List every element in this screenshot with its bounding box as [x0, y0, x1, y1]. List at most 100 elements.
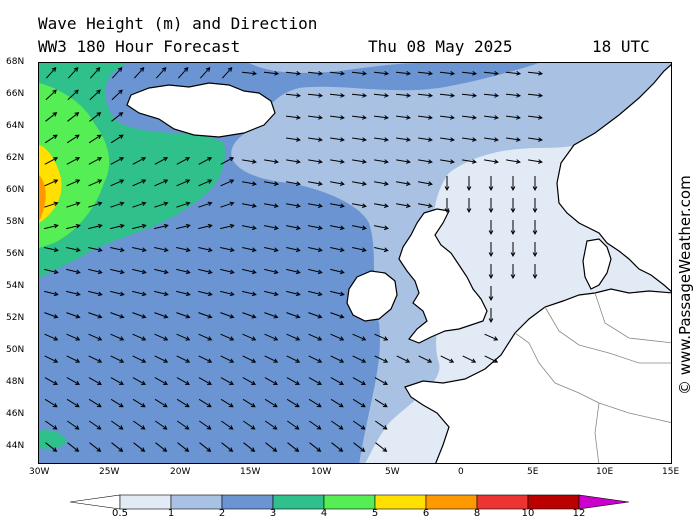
direction-arrow	[110, 290, 125, 297]
direction-arrow	[220, 312, 235, 319]
direction-arrow	[110, 268, 125, 275]
direction-arrow	[286, 377, 300, 385]
direction-arrow	[462, 115, 477, 120]
lat-label: 52N	[6, 313, 25, 323]
direction-arrow	[243, 442, 256, 452]
direction-arrow	[220, 179, 235, 187]
direction-arrow	[154, 377, 168, 385]
direction-arrow	[241, 70, 258, 76]
direction-arrow	[466, 176, 472, 192]
lat-label: 60N	[6, 185, 25, 195]
direction-arrow	[264, 355, 279, 363]
direction-arrow	[488, 176, 494, 192]
direction-arrow	[45, 442, 58, 452]
direction-arrow	[44, 134, 58, 144]
direction-arrow	[132, 290, 147, 297]
direction-arrow	[330, 115, 345, 120]
direction-arrow	[199, 67, 211, 79]
direction-arrow	[461, 70, 478, 76]
forecast-date: Thu 08 May 2025	[368, 37, 513, 56]
direction-arrow	[176, 247, 191, 253]
direction-arrow	[510, 264, 516, 280]
lat-label: 44N	[6, 441, 25, 451]
direction-arrow	[154, 290, 169, 297]
direction-arrow	[242, 225, 257, 231]
direction-arrow	[199, 420, 212, 430]
direction-arrow	[484, 159, 499, 164]
direction-arrow	[396, 137, 411, 142]
direction-arrow	[44, 247, 59, 253]
direction-arrow	[264, 312, 279, 319]
direction-arrow	[353, 420, 366, 430]
direction-arrow	[198, 377, 212, 385]
direction-arrow	[286, 159, 301, 164]
direction-arrow	[374, 203, 389, 208]
direction-arrow	[488, 286, 494, 302]
direction-arrow	[154, 312, 169, 319]
lat-label: 66N	[6, 89, 25, 99]
direction-arrow	[89, 420, 102, 430]
direction-arrow	[132, 268, 147, 275]
direction-arrow	[265, 442, 278, 452]
direction-arrow	[286, 355, 301, 363]
direction-arrow	[220, 333, 235, 341]
wave-band-2m-north	[249, 63, 419, 73]
direction-arrow	[133, 442, 146, 452]
direction-arrow	[374, 115, 389, 120]
direction-arrow	[154, 268, 169, 275]
direction-arrow	[66, 179, 81, 187]
direction-arrow	[44, 201, 59, 208]
direction-arrow	[264, 247, 279, 253]
direction-arrow	[111, 67, 123, 79]
direction-arrow	[111, 112, 124, 122]
legend-cell	[323, 494, 376, 510]
direction-arrow	[506, 115, 521, 120]
direction-arrow	[488, 198, 494, 214]
direction-arrow	[330, 268, 345, 275]
direction-arrow	[483, 70, 500, 76]
direction-arrow	[396, 159, 411, 164]
direction-arrow	[308, 290, 323, 297]
direction-arrow	[176, 312, 191, 319]
direction-arrow	[177, 442, 190, 452]
direction-arrow	[286, 290, 301, 297]
direction-arrow	[373, 93, 390, 98]
direction-arrow	[198, 247, 213, 253]
direction-arrow	[88, 157, 103, 165]
direction-arrow	[45, 67, 57, 79]
direction-arrow	[396, 203, 411, 208]
direction-arrow	[308, 203, 323, 208]
direction-arrow	[198, 201, 213, 208]
direction-arrow	[395, 70, 412, 76]
direction-arrow	[352, 137, 367, 142]
legend-tick: 0.5	[112, 508, 128, 519]
direction-arrow	[88, 247, 103, 253]
direction-arrow	[242, 203, 257, 208]
lat-label: 56N	[6, 249, 25, 259]
direction-arrow	[484, 137, 499, 142]
direction-arrow	[221, 67, 233, 79]
wave-map	[38, 62, 672, 464]
direction-arrow	[67, 420, 80, 430]
direction-arrow	[285, 70, 302, 76]
direction-arrow	[286, 181, 301, 186]
direction-arrow	[242, 312, 257, 319]
direction-arrow	[88, 223, 103, 230]
direction-arrow	[88, 268, 103, 275]
direction-arrow	[510, 242, 516, 258]
direction-arrow	[111, 442, 124, 452]
direction-arrow	[353, 442, 366, 452]
direction-arrow	[88, 201, 103, 208]
direction-arrow	[375, 442, 388, 452]
direction-arrow	[198, 355, 213, 363]
direction-arrow	[308, 398, 322, 408]
direction-arrow	[352, 181, 367, 186]
direction-arrow	[66, 290, 81, 297]
direction-arrow	[309, 442, 322, 452]
direction-arrow	[286, 398, 300, 408]
direction-arrow	[220, 223, 235, 230]
direction-arrow	[418, 203, 433, 208]
legend-cell	[374, 494, 427, 510]
land-masses	[126, 63, 671, 463]
direction-arrow	[67, 89, 79, 101]
